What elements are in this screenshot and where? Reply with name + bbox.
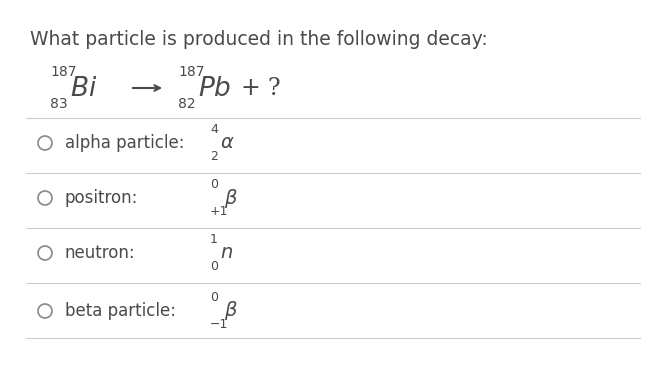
- Text: alpha particle:: alpha particle:: [65, 134, 185, 152]
- Text: neutron:: neutron:: [65, 244, 136, 262]
- Text: positron:: positron:: [65, 189, 138, 207]
- Text: 82: 82: [178, 97, 196, 111]
- Text: 0: 0: [210, 260, 218, 273]
- Text: 1: 1: [210, 233, 218, 246]
- Text: +1: +1: [210, 205, 229, 218]
- Text: 83: 83: [50, 97, 68, 111]
- Text: $\beta$: $\beta$: [224, 187, 238, 210]
- Text: −1: −1: [210, 318, 229, 331]
- Text: $n$: $n$: [220, 244, 233, 262]
- Text: $Pb$: $Pb$: [198, 75, 231, 100]
- Text: 187: 187: [178, 65, 205, 79]
- Text: What particle is produced in the following decay:: What particle is produced in the followi…: [30, 30, 488, 49]
- Text: $+$ ?: $+$ ?: [240, 77, 281, 100]
- Text: 0: 0: [210, 178, 218, 191]
- Text: $\alpha$: $\alpha$: [220, 134, 234, 152]
- Text: $Bi$: $Bi$: [70, 75, 98, 100]
- Text: 0: 0: [210, 291, 218, 304]
- Text: $\beta$: $\beta$: [224, 300, 238, 322]
- Text: beta particle:: beta particle:: [65, 302, 176, 320]
- Text: 4: 4: [210, 123, 218, 136]
- Text: 2: 2: [210, 150, 218, 163]
- Text: 187: 187: [50, 65, 76, 79]
